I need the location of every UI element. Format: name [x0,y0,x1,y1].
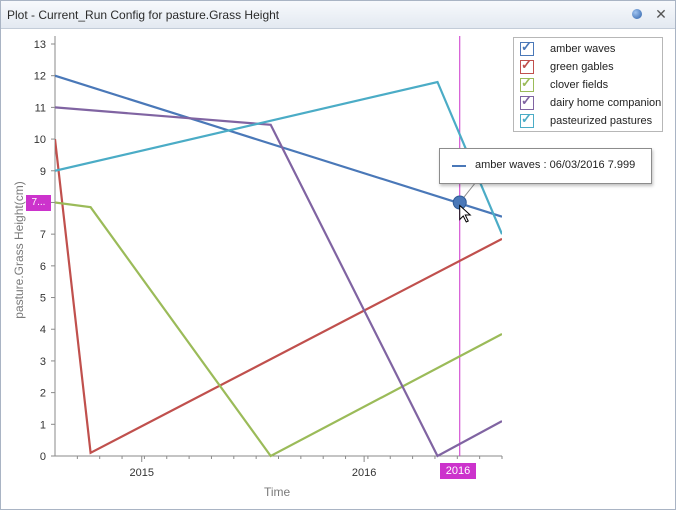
y-tick-label: 3 [40,356,46,368]
series-line-dairy-home-companion [55,106,502,458]
legend-checkbox[interactable]: ✓ [520,57,534,74]
checkmark-icon: ✓ [521,93,532,108]
y-tick-label: 7 [40,229,46,241]
legend-label: green gables [550,61,614,73]
tooltip-series-swatch [452,165,466,167]
y-tick-label: 4 [40,324,46,336]
series-line-green-gables [55,138,502,455]
mouse-cursor-icon [459,204,472,223]
checkmark-icon: ✓ [521,57,532,72]
legend-checkbox[interactable]: ✓ [520,75,534,92]
series-line-clover-fields [55,201,502,458]
legend-checkbox[interactable]: ✓ [520,93,534,110]
legend-label: dairy home companion [550,97,662,109]
crosshair-x-label: 2016 [440,463,476,479]
x-axis-title: Time [264,485,291,499]
x-tick-label: 2016 [352,467,376,479]
crosshair-y-label: 7... [26,195,51,211]
series-line-pasteurized-pastures [55,80,502,235]
y-tick-label: 1 [40,419,46,431]
legend-checkbox[interactable]: ✓ [520,39,534,56]
y-tick-label: 12 [34,71,46,83]
legend-item[interactable]: ✓ clover fields [520,75,609,94]
checkmark-icon: ✓ [521,39,532,54]
window-title: Plot - Current_Run Config for pasture.Gr… [7,8,280,22]
y-tick-label: 6 [40,261,46,273]
legend-item[interactable]: ✓ green gables [520,57,614,76]
tooltip: amber waves : 06/03/2016 7.999 [439,148,652,184]
x-tick-label: 2015 [129,467,153,479]
legend-item[interactable]: ✓ dairy home companion [520,93,662,112]
y-tick-label: 11 [35,102,46,114]
close-icon[interactable]: ✕ [655,6,667,22]
y-tick-label: 0 [40,451,46,463]
series-line-amber-waves [55,74,502,218]
y-axis-title: pasture.Grass Height(cm) [12,181,26,319]
checkmark-icon: ✓ [521,75,532,90]
y-tick-label: 9 [40,166,46,178]
y-tick-label: 5 [40,293,46,305]
y-tick-label: 13 [34,39,46,51]
legend-label: clover fields [550,79,609,91]
y-tick-label: 10 [34,134,46,146]
legend: ✓ amber waves ✓ green gables ✓ clover fields ✓… [513,37,663,132]
legend-checkbox[interactable]: ✓ [520,111,534,128]
legend-label: pasteurized pastures [550,115,653,127]
checkmark-icon: ✓ [521,111,532,126]
tooltip-pointer [463,181,477,198]
legend-label: amber waves [550,43,616,55]
tooltip-text: amber waves : 06/03/2016 7.999 [475,159,636,171]
pin-icon[interactable] [629,6,645,22]
legend-item[interactable]: ✓ pasteurized pastures [520,111,653,130]
title-bar: Plot - Current_Run Config for pasture.Gr… [1,1,675,29]
legend-item[interactable]: ✓ amber waves [520,39,616,58]
y-tick-label: 2 [40,388,46,400]
